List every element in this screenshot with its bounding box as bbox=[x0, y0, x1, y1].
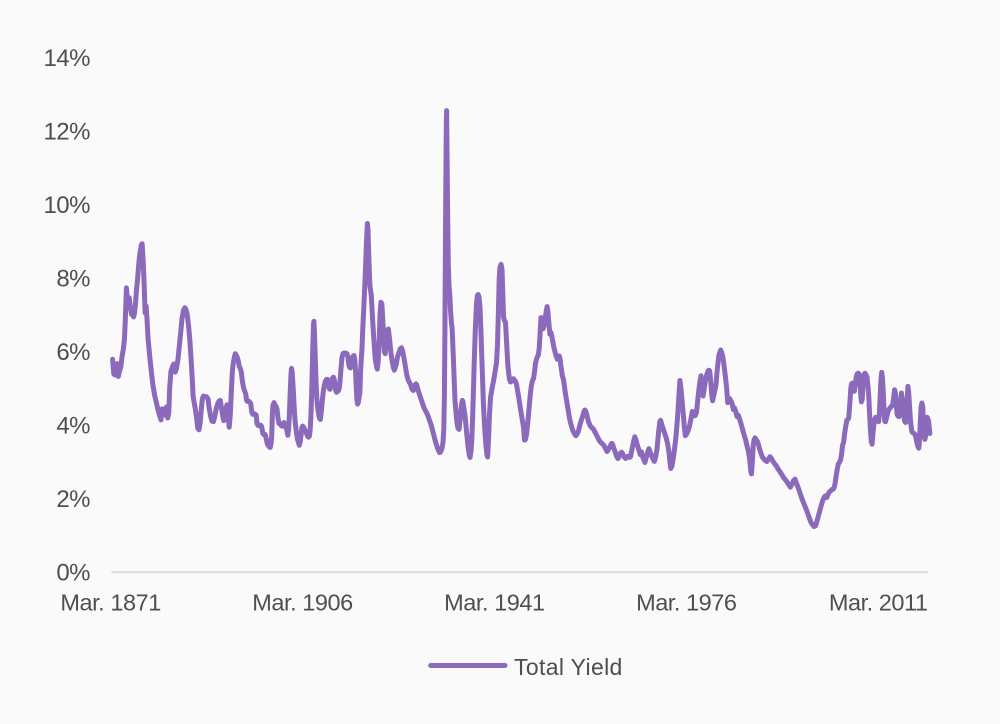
svg-text:Mar. 1906: Mar. 1906 bbox=[252, 589, 353, 615]
svg-text:Mar. 2011: Mar. 2011 bbox=[829, 589, 928, 615]
svg-text:Mar. 1941: Mar. 1941 bbox=[444, 589, 544, 615]
svg-text:8%: 8% bbox=[56, 266, 90, 293]
svg-text:4%: 4% bbox=[56, 413, 90, 440]
svg-text:Mar. 1976: Mar. 1976 bbox=[636, 589, 737, 615]
svg-text:Mar. 1871: Mar. 1871 bbox=[60, 589, 160, 615]
svg-text:10%: 10% bbox=[43, 192, 90, 219]
svg-text:2%: 2% bbox=[56, 486, 90, 513]
svg-text:14%: 14% bbox=[43, 45, 90, 72]
svg-text:Total Yield: Total Yield bbox=[514, 654, 623, 680]
svg-text:0%: 0% bbox=[56, 560, 90, 587]
svg-text:12%: 12% bbox=[43, 118, 90, 145]
svg-text:6%: 6% bbox=[56, 339, 90, 366]
